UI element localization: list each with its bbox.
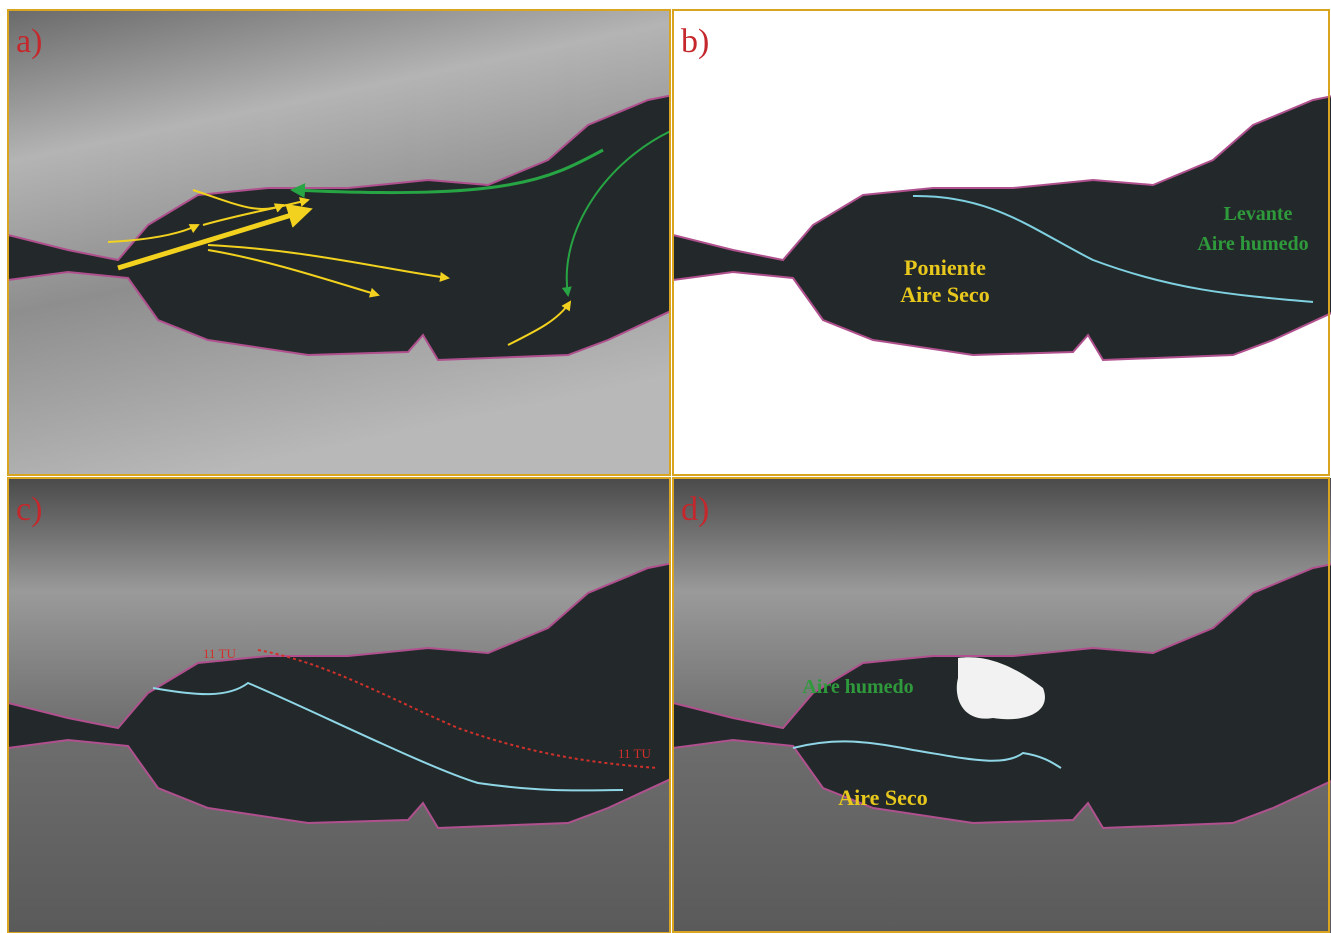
page: {"panels": [ {"label": "a)"}, {"label": … [0, 0, 1331, 933]
panel-c: 11 TU 11 TU c) [8, 478, 673, 933]
panel-label: b) [681, 23, 709, 60]
annotation: Aire Seco [838, 785, 927, 810]
annotation: Aire humedo [1197, 233, 1308, 255]
annotation: 11 TU [618, 746, 651, 761]
panel-d: Aire humedo Aire Seco d) [673, 478, 1331, 933]
composite: a) Poniente Aire Seco Levante Aire humed… [0, 0, 1331, 933]
annotation: Aire Seco [900, 282, 989, 307]
panel-label: d) [681, 491, 709, 528]
annotation: Levante [1224, 203, 1293, 225]
annotation: Poniente [904, 255, 986, 280]
annotation: Aire humedo [802, 676, 913, 698]
panel-label: c) [16, 491, 42, 528]
panel-b: Poniente Aire Seco Levante Aire humedo b… [673, 10, 1331, 475]
panel-label: a) [16, 23, 42, 60]
panel-a: a) [8, 10, 673, 475]
annotation: 11 TU [203, 646, 236, 661]
